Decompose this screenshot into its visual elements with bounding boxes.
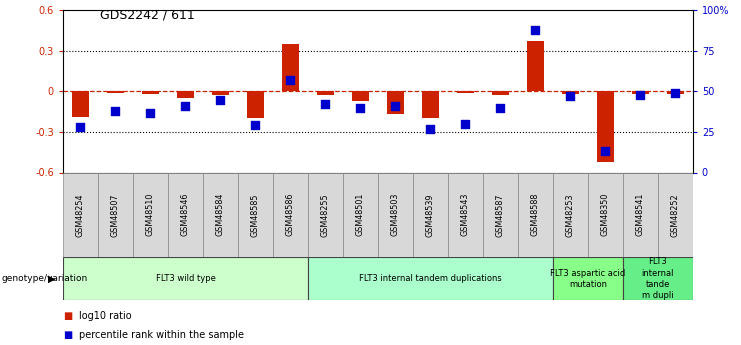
Bar xyxy=(413,172,448,257)
Text: FLT3 internal tandem duplications: FLT3 internal tandem duplications xyxy=(359,274,502,283)
Bar xyxy=(133,172,168,257)
Text: genotype/variation: genotype/variation xyxy=(1,274,87,283)
Bar xyxy=(142,91,159,94)
Text: GSM48253: GSM48253 xyxy=(566,193,575,237)
Text: GSM48350: GSM48350 xyxy=(601,193,610,236)
Point xyxy=(319,102,331,107)
Point xyxy=(459,121,471,127)
Point xyxy=(669,90,681,96)
Bar xyxy=(456,91,474,93)
Text: GSM48255: GSM48255 xyxy=(321,193,330,237)
Point xyxy=(425,126,436,131)
Bar xyxy=(352,91,369,101)
Bar xyxy=(273,172,308,257)
Point xyxy=(599,149,611,154)
Point xyxy=(565,93,576,99)
Text: GSM48510: GSM48510 xyxy=(146,193,155,236)
Point xyxy=(144,110,156,115)
Bar xyxy=(588,172,623,257)
Bar xyxy=(282,44,299,91)
Text: GSM48584: GSM48584 xyxy=(216,193,225,236)
Point xyxy=(529,27,541,32)
Bar xyxy=(378,172,413,257)
Text: GSM48543: GSM48543 xyxy=(461,193,470,236)
Text: GSM48254: GSM48254 xyxy=(76,193,85,237)
Bar xyxy=(631,91,649,94)
Bar xyxy=(483,172,518,257)
Bar xyxy=(623,257,693,300)
Bar xyxy=(238,172,273,257)
Bar xyxy=(308,172,343,257)
Text: GSM48585: GSM48585 xyxy=(251,193,260,237)
Point xyxy=(634,92,646,97)
Point xyxy=(179,103,191,109)
Text: percentile rank within the sample: percentile rank within the sample xyxy=(79,330,245,339)
Bar xyxy=(316,91,334,96)
Text: ■: ■ xyxy=(63,311,72,321)
Bar xyxy=(387,91,404,115)
Text: ▶: ▶ xyxy=(48,274,56,284)
Bar xyxy=(212,91,229,96)
Text: FLT3
internal
tande
m dupli: FLT3 internal tande m dupli xyxy=(642,257,674,300)
Bar xyxy=(667,91,684,94)
Point xyxy=(250,123,262,128)
Bar xyxy=(168,172,203,257)
Bar xyxy=(247,91,265,118)
Text: GSM48541: GSM48541 xyxy=(636,193,645,236)
Text: GSM48501: GSM48501 xyxy=(356,193,365,236)
Bar xyxy=(176,91,194,98)
Bar xyxy=(553,172,588,257)
Bar xyxy=(553,257,623,300)
Bar xyxy=(308,257,553,300)
Text: GSM48586: GSM48586 xyxy=(286,193,295,236)
Text: log10 ratio: log10 ratio xyxy=(79,311,132,321)
Bar xyxy=(491,91,509,96)
Text: GSM48539: GSM48539 xyxy=(426,193,435,237)
Point xyxy=(215,97,227,102)
Text: GSM48546: GSM48546 xyxy=(181,193,190,236)
Text: GSM48588: GSM48588 xyxy=(531,193,540,236)
Bar xyxy=(107,91,124,93)
Point xyxy=(75,124,87,130)
Text: GSM48503: GSM48503 xyxy=(391,193,400,236)
Bar xyxy=(422,91,439,118)
Text: FLT3 aspartic acid
mutation: FLT3 aspartic acid mutation xyxy=(551,268,625,289)
Point xyxy=(110,108,122,114)
Text: FLT3 wild type: FLT3 wild type xyxy=(156,274,216,283)
Point xyxy=(390,103,402,109)
Bar xyxy=(203,172,238,257)
Bar xyxy=(518,172,553,257)
Text: ■: ■ xyxy=(63,330,72,339)
Text: GSM48587: GSM48587 xyxy=(496,193,505,237)
Text: GDS2242 / 611: GDS2242 / 611 xyxy=(100,9,195,22)
Text: GSM48507: GSM48507 xyxy=(111,193,120,237)
Bar xyxy=(527,41,544,91)
Point xyxy=(285,77,296,83)
Point xyxy=(354,105,366,110)
Text: GSM48252: GSM48252 xyxy=(671,193,679,237)
Bar xyxy=(98,172,133,257)
Bar xyxy=(343,172,378,257)
Bar xyxy=(72,91,89,117)
Bar xyxy=(562,91,579,94)
Bar xyxy=(448,172,483,257)
Bar xyxy=(63,257,308,300)
Bar xyxy=(597,91,614,162)
Point xyxy=(494,105,506,110)
Bar xyxy=(658,172,693,257)
Bar xyxy=(623,172,658,257)
Bar xyxy=(63,172,98,257)
